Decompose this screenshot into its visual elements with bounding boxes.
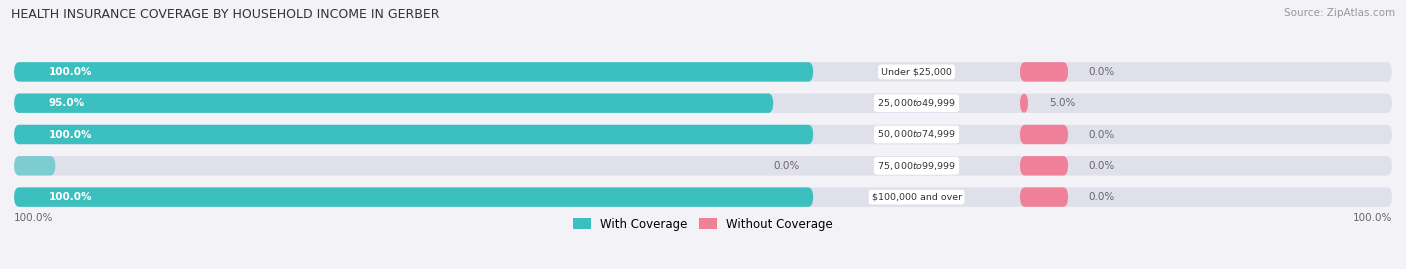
Legend: With Coverage, Without Coverage: With Coverage, Without Coverage: [568, 213, 838, 235]
FancyBboxPatch shape: [1019, 187, 1069, 207]
FancyBboxPatch shape: [14, 156, 55, 175]
Text: 0.0%: 0.0%: [773, 161, 800, 171]
FancyBboxPatch shape: [14, 94, 773, 113]
Text: 0.0%: 0.0%: [1088, 161, 1115, 171]
Text: 100.0%: 100.0%: [48, 67, 91, 77]
FancyBboxPatch shape: [14, 125, 1392, 144]
FancyBboxPatch shape: [14, 62, 813, 82]
Text: 100.0%: 100.0%: [48, 192, 91, 202]
FancyBboxPatch shape: [14, 187, 813, 207]
FancyBboxPatch shape: [14, 156, 1392, 175]
Text: 95.0%: 95.0%: [48, 98, 84, 108]
Text: 100.0%: 100.0%: [48, 129, 91, 140]
Text: 0.0%: 0.0%: [1088, 129, 1115, 140]
Text: $100,000 and over: $100,000 and over: [872, 193, 962, 201]
FancyBboxPatch shape: [14, 187, 1392, 207]
FancyBboxPatch shape: [1019, 94, 1028, 113]
Text: $25,000 to $49,999: $25,000 to $49,999: [877, 97, 956, 109]
Text: 0.0%: 0.0%: [1088, 67, 1115, 77]
FancyBboxPatch shape: [1019, 125, 1069, 144]
Text: HEALTH INSURANCE COVERAGE BY HOUSEHOLD INCOME IN GERBER: HEALTH INSURANCE COVERAGE BY HOUSEHOLD I…: [11, 8, 440, 21]
Text: Under $25,000: Under $25,000: [882, 68, 952, 76]
Text: 0.0%: 0.0%: [1088, 192, 1115, 202]
Text: 100.0%: 100.0%: [1353, 213, 1392, 223]
FancyBboxPatch shape: [14, 94, 1392, 113]
Text: Source: ZipAtlas.com: Source: ZipAtlas.com: [1284, 8, 1395, 18]
FancyBboxPatch shape: [1019, 156, 1069, 175]
Text: 5.0%: 5.0%: [1049, 98, 1076, 108]
Text: 100.0%: 100.0%: [14, 213, 53, 223]
FancyBboxPatch shape: [14, 62, 1392, 82]
FancyBboxPatch shape: [14, 125, 813, 144]
FancyBboxPatch shape: [1019, 62, 1069, 82]
Text: $75,000 to $99,999: $75,000 to $99,999: [877, 160, 956, 172]
Text: $50,000 to $74,999: $50,000 to $74,999: [877, 129, 956, 140]
